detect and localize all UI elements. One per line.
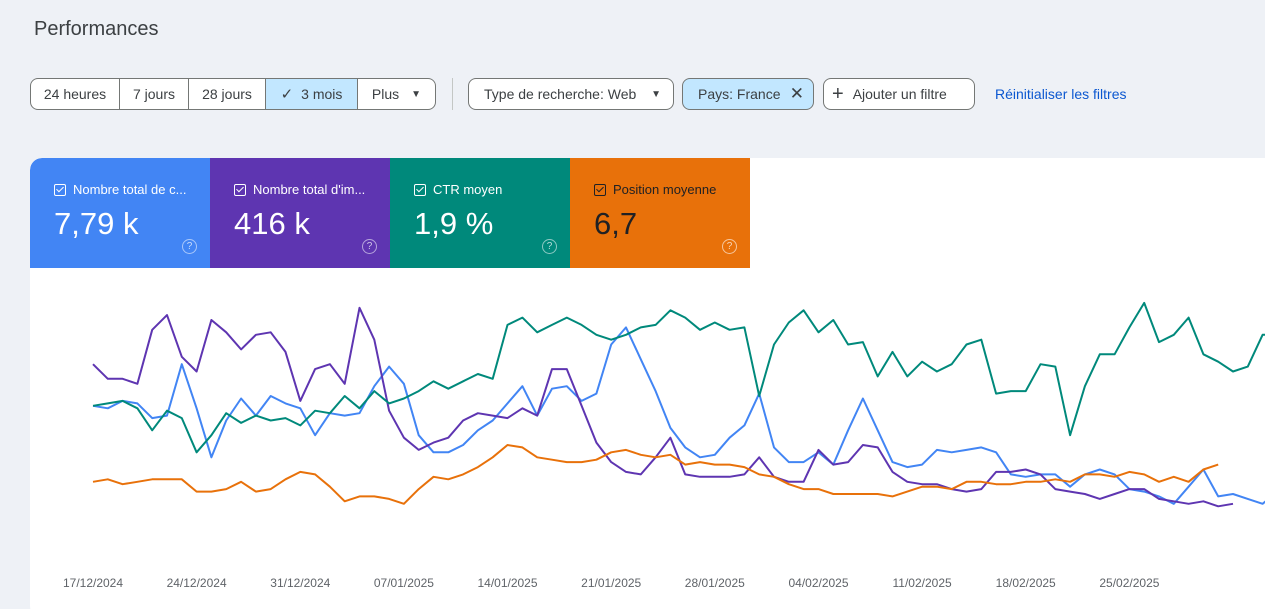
page-title: Performances xyxy=(34,18,159,40)
metric-label: Position moyenne xyxy=(613,182,717,197)
checkbox-icon[interactable] xyxy=(594,183,606,196)
help-icon[interactable]: ? xyxy=(182,239,197,254)
x-tick-label: 28/01/2025 xyxy=(685,576,745,590)
country-filter-chip[interactable]: Pays: France ✕ xyxy=(682,78,814,110)
series-line-2 xyxy=(92,301,1265,454)
metric-value: 416 k xyxy=(234,206,310,241)
range-label: 28 jours xyxy=(202,86,252,102)
series-line-0 xyxy=(92,326,1265,505)
caret-down-icon: ▼ xyxy=(411,88,422,100)
metric-label: Nombre total de c... xyxy=(73,182,187,197)
add-filter-label: Ajouter un filtre xyxy=(852,86,947,102)
check-icon: ✓ xyxy=(280,86,294,103)
performance-chart: 17/12/2024 24/12/2024 31/12/2024 07/01/2025… xyxy=(63,301,1265,590)
metric-value: 1,9 % xyxy=(414,206,494,241)
checkbox-icon[interactable] xyxy=(54,183,66,196)
country-filter-label: Pays: France xyxy=(698,86,781,102)
x-tick-label: 18/02/2025 xyxy=(996,576,1056,590)
metric-card-ctr[interactable]: CTR moyen 1,9 % ? xyxy=(390,158,570,268)
x-tick-label: 21/01/2025 xyxy=(581,576,641,590)
search-type-label: Type de recherche: Web xyxy=(484,86,637,102)
help-icon[interactable]: ? xyxy=(542,239,557,254)
range-label: 24 heures xyxy=(43,86,107,102)
add-filter-button[interactable]: + Ajouter un filtre xyxy=(823,78,975,110)
date-range-selector: 24 heures 7 jours 28 jours ✓ 3 mois Plus ▼ xyxy=(30,78,436,110)
x-tick-label: 24/12/2024 xyxy=(167,576,227,590)
help-icon[interactable]: ? xyxy=(362,239,377,254)
metric-card-position[interactable]: Position moyenne 6,7 ? xyxy=(570,158,750,268)
range-label: 3 mois xyxy=(301,86,343,102)
close-icon[interactable]: ✕ xyxy=(789,84,804,103)
toolbar-divider xyxy=(452,78,453,110)
reset-filters-link[interactable]: Réinitialiser les filtres xyxy=(995,86,1127,102)
metric-card-clicks[interactable]: Nombre total de c... 7,79 k ? xyxy=(30,158,210,268)
range-label: Plus xyxy=(371,86,400,102)
range-7d-button[interactable]: 7 jours xyxy=(120,79,189,109)
performance-card: Nombre total de c... 7,79 k ? Nombre tot… xyxy=(30,158,1265,609)
help-icon[interactable]: ? xyxy=(722,239,737,254)
x-tick-label: 07/01/2025 xyxy=(374,576,434,590)
caret-down-icon: ▼ xyxy=(651,88,661,100)
checkbox-icon[interactable] xyxy=(414,183,426,196)
range-3m-button[interactable]: ✓ 3 mois xyxy=(266,79,358,109)
range-24h-button[interactable]: 24 heures xyxy=(31,79,120,109)
metric-value: 6,7 xyxy=(594,206,638,241)
checkbox-icon[interactable] xyxy=(234,183,246,196)
metric-label: Nombre total d'im... xyxy=(253,182,366,197)
range-28d-button[interactable]: 28 jours xyxy=(189,79,266,109)
x-tick-label: 14/01/2025 xyxy=(477,576,537,590)
series-line-3 xyxy=(92,444,1219,505)
metric-value: 7,79 k xyxy=(54,206,139,241)
search-type-filter[interactable]: Type de recherche: Web ▼ xyxy=(468,78,674,110)
range-label: 7 jours xyxy=(132,86,176,102)
range-more-button[interactable]: Plus ▼ xyxy=(358,79,435,109)
metric-card-impressions[interactable]: Nombre total d'im... 416 k ? xyxy=(210,158,390,268)
x-tick-label: 11/02/2025 xyxy=(893,576,952,590)
metric-label: CTR moyen xyxy=(433,182,503,197)
x-tick-label: 31/12/2024 xyxy=(270,576,330,590)
series-line-1 xyxy=(92,306,1234,508)
plus-icon: + xyxy=(832,82,844,105)
x-tick-label: 04/02/2025 xyxy=(788,576,848,590)
x-tick-label: 25/02/2025 xyxy=(1099,576,1159,590)
x-tick-label: 17/12/2024 xyxy=(63,576,123,590)
